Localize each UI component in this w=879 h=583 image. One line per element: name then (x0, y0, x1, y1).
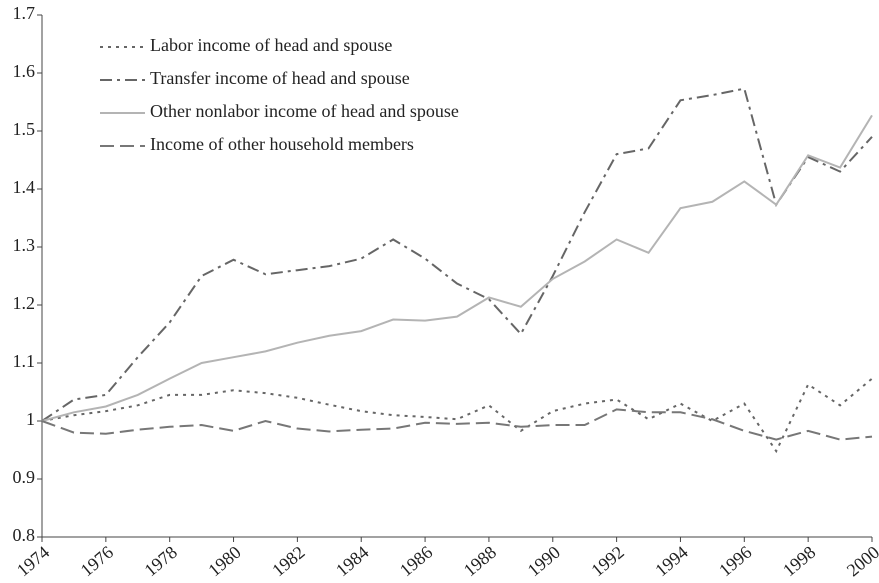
x-tick-label: 1988 (460, 542, 500, 580)
series-line (41, 87, 873, 422)
y-tick-label: 1.5 (13, 119, 36, 139)
x-tick-label: 1978 (140, 542, 180, 580)
y-tick-label: 1.1 (13, 351, 36, 371)
y-tick-label: 0.8 (13, 525, 36, 545)
x-tick-label: 1974 (13, 542, 53, 580)
x-tick-label: 1992 (587, 542, 627, 580)
y-tick-label: 0.9 (13, 467, 36, 487)
y-tick-label: 1.3 (13, 235, 36, 255)
x-tick-label: 1980 (204, 542, 244, 580)
x-tick-label: 1998 (779, 542, 819, 580)
legend-label: Transfer income of head and spouse (150, 68, 410, 88)
y-tick-label: 1.7 (13, 3, 36, 23)
x-tick-label: 1996 (715, 542, 755, 580)
legend-label: Income of other household members (150, 134, 414, 154)
y-tick-label: 1.2 (13, 293, 36, 313)
x-tick-label: 1994 (651, 542, 691, 580)
series-line (41, 377, 873, 454)
x-tick-label: 1982 (268, 542, 308, 580)
x-tick-label: 1984 (332, 542, 372, 580)
x-tick-label: 1986 (396, 542, 436, 580)
series-line (41, 408, 873, 441)
y-tick-label: 1.6 (13, 61, 36, 81)
y-tick-label: 1.4 (13, 177, 36, 197)
x-tick-label: 1990 (524, 542, 564, 580)
legend-label: Other nonlabor income of head and spouse (150, 101, 459, 121)
legend-label: Labor income of head and spouse (150, 35, 392, 55)
series-line (41, 114, 873, 422)
x-tick-label: 1976 (77, 542, 117, 580)
y-tick-label: 1 (26, 409, 35, 429)
x-tick-label: 2000 (843, 542, 879, 580)
